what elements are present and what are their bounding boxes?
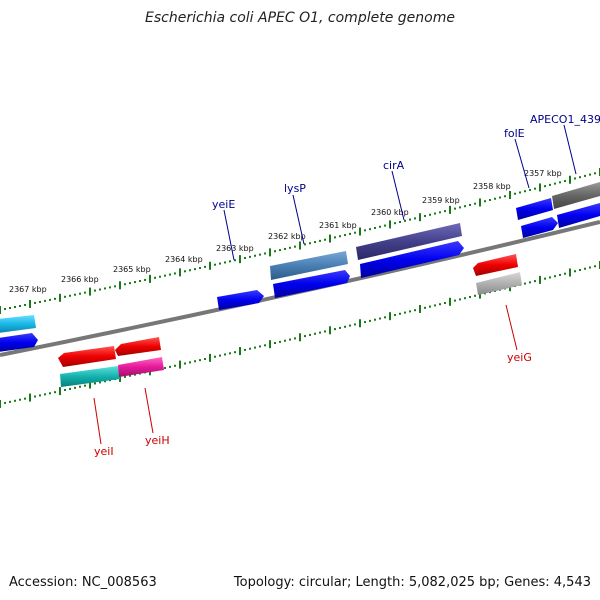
reverse-genes xyxy=(58,254,522,387)
tick-labels: 2367 kbp 2366 kbp 2365 kbp 2364 kbp 2363… xyxy=(9,169,562,294)
gene-feature xyxy=(557,203,600,228)
forward-genes xyxy=(0,182,600,352)
tick-label: 2361 kbp xyxy=(319,221,357,230)
tick-label: 2360 kbp xyxy=(371,208,409,217)
gene-feature xyxy=(0,333,38,352)
tick-label: 2359 kbp xyxy=(422,196,460,205)
label-leaders xyxy=(93,124,577,445)
gene-yeiH xyxy=(115,337,161,356)
tick-label: 2357 kbp xyxy=(524,169,562,178)
tick-label: 2362 kbp xyxy=(268,232,306,241)
gene-label-folE: folE xyxy=(504,127,525,140)
gene-label-yeiE: yeiE xyxy=(212,198,235,211)
gene-label-yeiH: yeiH xyxy=(145,434,170,447)
gene-label-cirA: cirA xyxy=(383,159,405,172)
gene-label-APECO1_4399: APECO1_4399 xyxy=(530,113,600,126)
tick-label: 2367 kbp xyxy=(9,285,47,294)
gene-yeiE xyxy=(217,290,264,310)
genome-title: Escherichia coli APEC O1, complete genom… xyxy=(145,10,455,26)
tick-label: 2364 kbp xyxy=(165,255,203,264)
gene-cirA xyxy=(356,223,462,260)
gene-label-lysP: lysP xyxy=(284,182,306,195)
gene-APECO1_4399 xyxy=(552,182,600,209)
gene-feature xyxy=(0,315,36,333)
accession-text: Accession: NC_008563 xyxy=(9,575,157,590)
gene-feature xyxy=(476,272,522,295)
tick-label: 2366 kbp xyxy=(61,275,99,284)
tick-label: 2358 kbp xyxy=(473,182,511,191)
tick-label: 2363 kbp xyxy=(216,244,254,253)
gene-lysP xyxy=(270,251,348,280)
gene-feature xyxy=(60,366,120,387)
gene-feature xyxy=(360,241,464,278)
gene-feature xyxy=(273,270,350,298)
gene-yeiI xyxy=(58,346,116,367)
gene-feature xyxy=(521,217,558,238)
gene-feature xyxy=(118,357,164,377)
gene-label-yeiG: yeiG xyxy=(507,351,532,364)
outer-tick-ring xyxy=(0,168,600,314)
gene-labels: yeiE lysP cirA folE APECO1_4399 yeiI yei… xyxy=(94,113,600,458)
gene-folE xyxy=(516,198,553,220)
topology-text: Topology: circular; Length: 5,082,025 bp… xyxy=(233,575,591,590)
gene-yeiG xyxy=(473,254,518,276)
gene-label-yeiI: yeiI xyxy=(94,445,114,458)
tick-label: 2365 kbp xyxy=(113,265,151,274)
